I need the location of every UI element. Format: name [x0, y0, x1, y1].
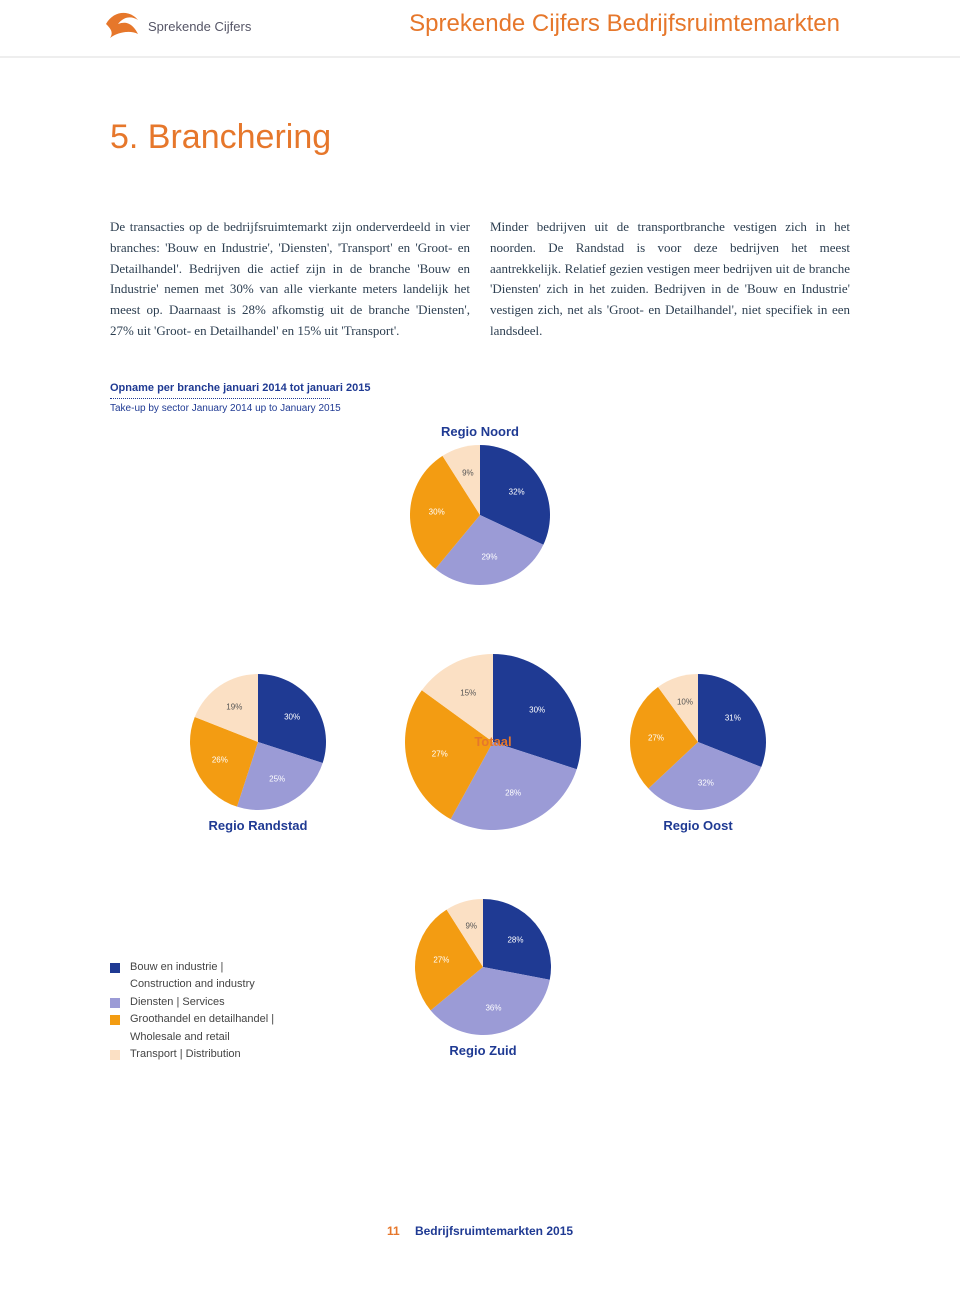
page-number: 11	[387, 1224, 400, 1238]
legend-label: Diensten | Services	[130, 995, 225, 1010]
pie-totaal: 30%28%27%15%Totaal	[405, 654, 581, 830]
legend-label: Transport | Distribution	[130, 1047, 241, 1062]
pie-title-zuid: Regio Zuid	[415, 1043, 551, 1058]
legend-swatch	[110, 963, 120, 973]
legend-label-en: Construction and industry	[130, 977, 255, 992]
body-columns: De transacties op de bedrijfsruimtemarkt…	[110, 217, 850, 342]
pie-noord: Regio Noord32%29%30%9%	[410, 424, 550, 585]
legend-label-en: Wholesale and retail	[130, 1030, 230, 1045]
caption-divider	[110, 398, 330, 399]
legend-swatch	[110, 998, 120, 1008]
legend-label: Groothandel en detailhandel |	[130, 1012, 274, 1027]
header-title: Sprekende Cijfers Bedrijfsruimtemarkten	[409, 10, 840, 38]
legend-swatch	[110, 1015, 120, 1025]
logo-text: Sprekende Cijfers	[148, 19, 251, 34]
legend-item: Diensten | Services	[110, 995, 274, 1010]
swoosh-icon	[104, 6, 140, 47]
legend-item-sub: Wholesale and retail	[110, 1030, 274, 1045]
legend-item: Groothandel en detailhandel |	[110, 1012, 274, 1027]
pie-title-oost: Regio Oost	[630, 818, 766, 833]
pie-title-noord: Regio Noord	[410, 424, 550, 439]
logo: Sprekende Cijfers	[104, 6, 251, 47]
section-heading: 5. Branchering	[110, 118, 850, 157]
pie-zuid: 28%36%27%9%Regio Zuid	[415, 899, 551, 1058]
caption-nl: Opname per branche januari 2014 tot janu…	[110, 382, 850, 394]
page-footer: 11 Bedrijfsruimtemarkten 2015	[0, 1224, 960, 1238]
caption-en: Take-up by sector January 2014 up to Jan…	[110, 403, 850, 414]
legend-label: Bouw en industrie |	[130, 960, 223, 975]
body-col-2: Minder bedrijven uit de transportbranche…	[490, 217, 850, 342]
chart-caption: Opname per branche januari 2014 tot janu…	[110, 382, 850, 414]
legend-item-sub: Construction and industry	[110, 977, 274, 992]
legend-item: Bouw en industrie |	[110, 960, 274, 975]
pie-title-randstad: Regio Randstad	[190, 818, 326, 833]
top-bar: Sprekende Cijfers Sprekende Cijfers Bedr…	[0, 0, 960, 58]
legend-item: Transport | Distribution	[110, 1047, 274, 1062]
pie-oost: 31%32%27%10%Regio Oost	[630, 674, 766, 833]
legend: Bouw en industrie | Construction and indu…	[110, 960, 274, 1064]
pie-title-totaal: Totaal	[474, 734, 511, 749]
legend-swatch	[110, 1050, 120, 1060]
body-col-1: De transacties op de bedrijfsruimtemarkt…	[110, 217, 470, 342]
pie-randstad: 30%25%26%19%Regio Randstad	[190, 674, 326, 833]
footer-text: Bedrijfsruimtemarkten 2015	[415, 1224, 573, 1238]
